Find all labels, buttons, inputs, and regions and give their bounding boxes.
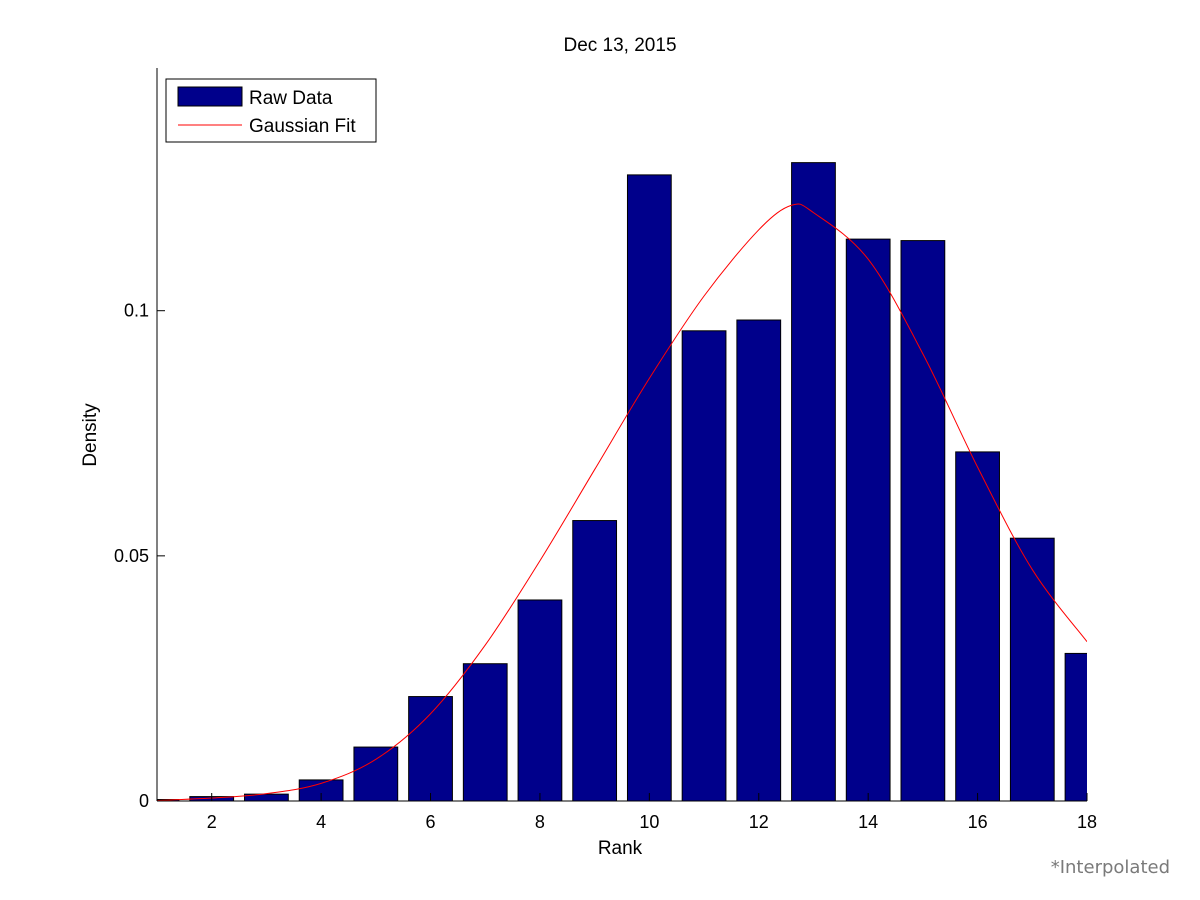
x-tick-label: 6 [426,812,436,832]
bar [517,599,563,801]
bar [736,319,782,801]
x-tick-label: 10 [639,812,659,832]
bar [353,746,399,801]
x-tick-label: 2 [207,812,217,832]
x-tick-label: 12 [749,812,769,832]
y-axis: 0 0.05 0.1 [114,68,165,811]
y-tick-label: 0.05 [114,546,149,566]
legend-label-gaussian-fit: Gaussian Fit [249,116,356,137]
bar [626,174,672,801]
gaussian-fit-line [157,203,1087,801]
x-axis-label: Rank [598,838,643,859]
bar [572,520,618,801]
plot-area [157,162,1087,801]
footnote: *Interpolated [1050,857,1170,878]
bar [845,238,891,801]
bar [681,330,727,801]
legend-swatch-raw-data [177,86,243,107]
legend-label-raw-data: Raw Data [249,88,333,109]
x-tick-label: 16 [968,812,988,832]
bar [955,451,1000,801]
x-tick-label: 8 [535,812,545,832]
y-axis-label: Density [80,403,101,467]
bar [1009,537,1055,801]
x-tick-label: 18 [1077,812,1097,832]
chart-title: Dec 13, 2015 [563,35,676,56]
legend: Raw Data Gaussian Fit [165,78,377,143]
x-axis: 2 4 6 8 10 12 14 16 18 [157,793,1097,832]
x-tick-label: 4 [316,812,326,832]
y-tick-label: 0.1 [124,301,149,321]
y-tick-label: 0 [139,791,149,811]
bar [1064,652,1087,801]
bar [900,240,946,801]
bar [791,162,836,801]
bar [462,663,508,801]
x-tick-label: 14 [858,812,878,832]
bar [408,696,453,801]
